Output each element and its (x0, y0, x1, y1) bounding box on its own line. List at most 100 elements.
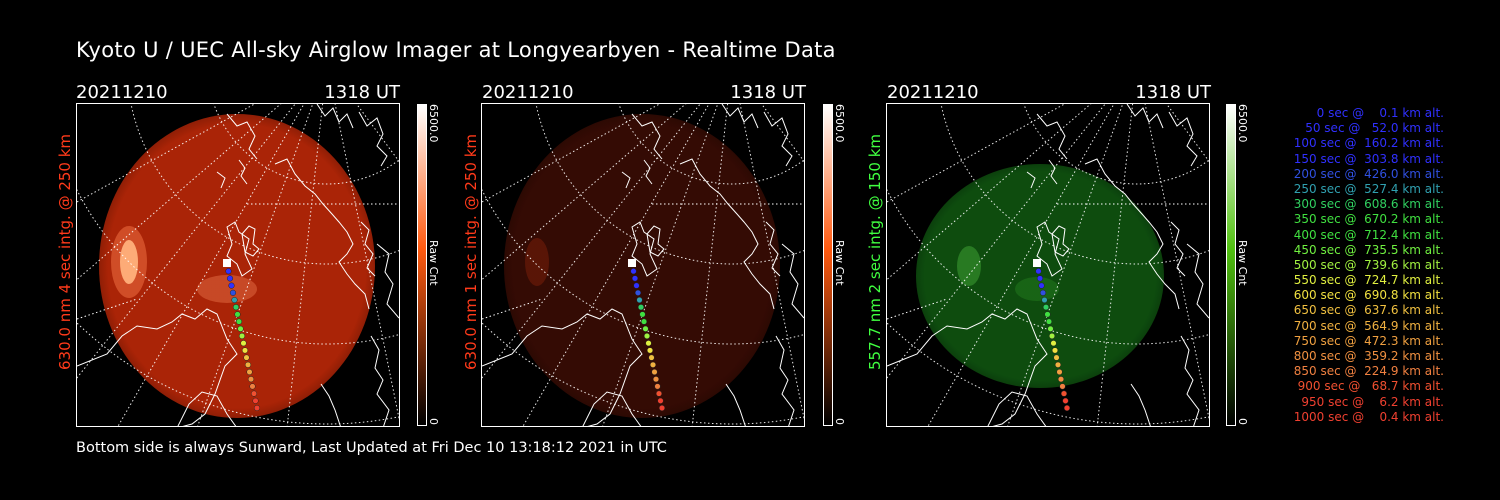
allsky-map (482, 104, 804, 426)
panel-3-colorbar-min: 0 (1236, 418, 1249, 425)
coastline (887, 308, 1048, 426)
panel-1-image (76, 103, 400, 427)
longitude-line (482, 298, 543, 320)
trajectory-point (229, 289, 237, 296)
coastline (721, 104, 759, 129)
trajectory-legend-row: 1000 sec @ 0.4 km alt. (1293, 409, 1444, 424)
coastline (646, 225, 665, 257)
trajectory-point (655, 390, 663, 397)
trajectory-point (1048, 332, 1056, 340)
panel-1-time: 1318 UT (324, 82, 400, 103)
aurora-glow (957, 246, 981, 286)
trajectory-point (643, 332, 651, 340)
trajectory-legend-row: 150 sec @ 303.8 km alt. (1289, 151, 1444, 166)
page-title: Kyoto U / UEC All-sky Airglow Imager at … (76, 38, 836, 62)
longitude-line (77, 104, 296, 379)
coastline (781, 243, 804, 319)
launch-site-marker (628, 259, 636, 267)
aurora-patch (1015, 277, 1059, 301)
longitude-line (482, 104, 661, 203)
launch-site-marker (223, 259, 231, 267)
coastline (360, 221, 376, 277)
panel-1-colorbar-max: 6500.0 (427, 104, 440, 143)
coastline (226, 113, 258, 160)
trajectory-point (231, 296, 238, 304)
trajectory-point (1063, 404, 1071, 412)
trajectory-legend-row: 800 sec @ 359.2 km alt. (1289, 349, 1444, 363)
latitude-circle (482, 322, 804, 425)
longitude-line (887, 298, 948, 320)
coastline (177, 391, 237, 426)
coastline (643, 159, 653, 185)
trajectory-point (630, 268, 637, 275)
trajectory-point (1059, 383, 1066, 390)
trajectory-legend-row: 700 sec @ 564.9 km alt. (1289, 318, 1444, 333)
trajectory-point (649, 361, 657, 368)
trajectory-point (1062, 397, 1069, 404)
coastline (1168, 111, 1198, 167)
trajectory-point (228, 282, 235, 289)
trajectory-point (1035, 268, 1042, 275)
trajectory-point (252, 397, 259, 404)
longitude-line (355, 104, 399, 163)
longitude-line (760, 104, 804, 163)
coastline (1126, 104, 1164, 129)
trajectory-point (235, 318, 243, 325)
trajectory-legend-row: 400 sec @ 712.4 km alt. (1289, 227, 1444, 242)
trajectory-legend-row: 650 sec @ 637.6 km alt. (1289, 303, 1444, 318)
panel-1-wavelength-label: 630.0 nm 4 sec intg. @ 250 km (56, 133, 74, 370)
coastline (320, 383, 341, 426)
trajectory-point (631, 275, 639, 282)
aurora-glow (525, 238, 549, 286)
trajectory-legend-row: 950 sec @ 6.2 km alt. (1297, 394, 1444, 409)
panel-3-colorbar (1226, 104, 1236, 426)
coastline (1186, 243, 1209, 319)
coastline (1026, 171, 1036, 189)
trajectory-legend-row: 850 sec @ 224.9 km alt. (1289, 364, 1444, 379)
latitude-circle (618, 104, 804, 185)
longitude-line (77, 298, 138, 320)
longitude-line (691, 104, 729, 426)
trajectory-legend: 0 sec @ 0.1 km alt. 50 sec @ 52.0 km alt… (1262, 106, 1444, 425)
trajectory-point (1044, 311, 1051, 318)
trajectory-point (234, 311, 241, 318)
trajectory-point (1051, 347, 1059, 354)
trajectory-point (1038, 282, 1045, 289)
longitude-line (482, 104, 701, 379)
panel-2-colorbar-max: 6500.0 (833, 104, 846, 143)
trajectory-point (654, 383, 661, 390)
coastline (679, 158, 775, 310)
trajectory-legend-row: 500 sec @ 739.6 km alt. (1289, 257, 1444, 272)
trajectory-point (1054, 361, 1062, 368)
coastline (226, 221, 253, 277)
trajectory-point (226, 275, 234, 282)
trajectory-point (1050, 340, 1057, 347)
coastline (775, 335, 795, 426)
footer-note: Bottom side is always Sunward, Last Upda… (76, 440, 667, 456)
panel-3-colorbar-unit: Raw Cnt (1236, 240, 1249, 286)
trajectory-legend-row: 350 sec @ 670.2 km alt. (1289, 212, 1444, 227)
trajectory-point (237, 325, 244, 332)
trajectory-point (645, 340, 652, 347)
longitude-line (77, 104, 256, 203)
panel-2-image (481, 103, 805, 427)
panel-3-wavelength-label: 557.7 nm 2 sec intg. @ 150 km (866, 133, 884, 370)
trajectory-legend-row: 600 sec @ 690.8 km alt. (1289, 288, 1444, 303)
coastline (1084, 158, 1180, 310)
trajectory-point (232, 304, 240, 311)
trajectory-legend-row: 550 sec @ 724.7 km alt. (1289, 273, 1444, 288)
longitude-line (1165, 104, 1209, 163)
coastline (763, 111, 793, 167)
coastline (1051, 225, 1070, 257)
trajectory-point (634, 289, 642, 296)
coastline (376, 243, 399, 319)
trajectory-legend-row: 450 sec @ 735.5 km alt. (1289, 242, 1444, 257)
panel-3-time: 1318 UT (1135, 82, 1211, 103)
trajectory-legend-row: 100 sec @ 160.2 km alt. (1289, 136, 1444, 151)
trajectory-point (637, 304, 645, 311)
trajectory-point (1042, 304, 1050, 311)
trajectory-point (657, 397, 664, 404)
trajectory-legend-row: 0 sec @ 0.1 km alt. (1305, 106, 1444, 120)
launch-site-marker (1033, 259, 1041, 267)
trajectory-point (246, 368, 253, 376)
